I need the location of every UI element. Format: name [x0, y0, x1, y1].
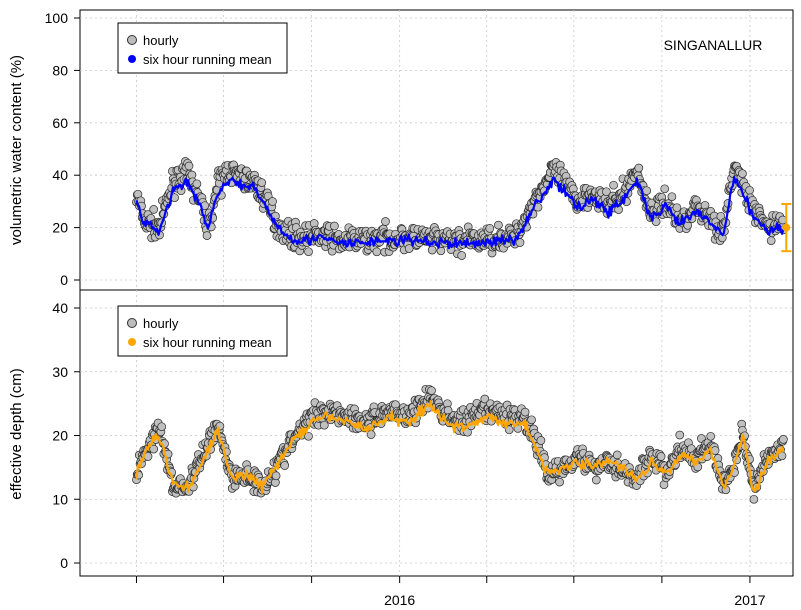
y-tick-label: 100 — [45, 10, 69, 26]
hourly-point — [634, 163, 644, 173]
y-tick-label: 80 — [52, 62, 68, 78]
top-y-axis: 0 20 40 60 80 100 — [45, 10, 80, 288]
hourly-point — [457, 251, 467, 260]
top-legend-mean-marker — [128, 55, 136, 63]
hourly-point — [766, 236, 776, 246]
bottom-grid — [80, 290, 793, 576]
hourly-point — [779, 435, 788, 444]
hourly-point — [667, 192, 677, 202]
hourly-point — [184, 161, 194, 171]
top-legend-mean-label: six hour running mean — [143, 52, 272, 67]
hourly-point — [427, 245, 437, 255]
x-axis: 2016 2017 — [135, 576, 766, 608]
hourly-point — [656, 452, 666, 461]
hourly-point — [257, 178, 267, 187]
hourly-point — [660, 184, 670, 194]
top-running-mean — [135, 175, 785, 250]
hourly-point — [404, 244, 414, 253]
y-tick-label: 0 — [60, 555, 68, 571]
hourly-point — [536, 436, 546, 445]
top-panel: 0 20 40 60 80 100 volumetric water content (%… — [8, 9, 794, 291]
hourly-point — [602, 187, 611, 197]
top-legend-hourly-marker — [127, 35, 137, 45]
hourly-point — [304, 247, 313, 257]
y-tick-label: 10 — [52, 491, 68, 507]
hourly-point — [520, 407, 530, 417]
bottom-y-axis: 0 10 20 30 40 — [52, 300, 80, 571]
bottom-legend-hourly-marker — [127, 318, 137, 328]
hourly-point — [192, 179, 202, 189]
hourly-point — [527, 415, 536, 425]
hourly-point — [591, 475, 601, 485]
hourly-point — [738, 169, 747, 178]
bottom-y-axis-label: effective depth (cm) — [8, 368, 25, 499]
bottom-legend-hourly-label: hourly — [143, 316, 179, 331]
x-tick-label: 2016 — [384, 592, 415, 608]
error-bar-point — [782, 223, 791, 232]
hourly-point — [268, 197, 277, 206]
hourly-point — [427, 386, 436, 395]
running-mean-line — [135, 175, 785, 250]
x-tick-label: 2017 — [734, 592, 765, 608]
site-annotation: SINGANALLUR — [664, 37, 763, 53]
top-legend: hourly six hour running mean — [117, 22, 288, 74]
hourly-point — [381, 217, 390, 226]
hourly-point — [202, 231, 212, 240]
y-tick-label: 20 — [52, 428, 68, 444]
top-legend-box — [117, 22, 288, 74]
hourly-point — [372, 247, 382, 257]
top-error-bar — [781, 203, 792, 253]
hourly-point — [706, 431, 716, 441]
hourly-point — [149, 205, 159, 214]
bottom-legend-mean-marker — [128, 338, 136, 346]
y-tick-label: 40 — [52, 167, 68, 183]
y-tick-label: 40 — [52, 300, 68, 316]
hourly-point — [304, 431, 313, 441]
hourly-point — [271, 471, 281, 481]
y-tick-label: 30 — [52, 364, 68, 380]
hourly-point — [651, 217, 661, 227]
hourly-point — [494, 220, 503, 230]
hourly-point — [745, 185, 754, 195]
hourly-point — [515, 238, 525, 247]
hourly-point — [675, 430, 685, 440]
top-y-axis-label: volumetric water content (%) — [8, 55, 25, 245]
hourly-point — [749, 494, 759, 504]
y-tick-label: 60 — [52, 115, 68, 131]
hourly-point — [157, 422, 167, 432]
top-legend-hourly-label: hourly — [143, 33, 179, 48]
y-tick-label: 20 — [52, 220, 68, 236]
bottom-legend: hourly six hour running mean — [117, 305, 288, 357]
hourly-point — [612, 450, 622, 460]
hourly-point — [149, 444, 159, 454]
hourly-point — [642, 186, 652, 196]
hourly-point — [280, 461, 290, 470]
hourly-point — [672, 203, 682, 213]
y-tick-label: 0 — [60, 272, 68, 288]
hourly-point — [555, 477, 564, 487]
hourly-point — [330, 221, 339, 231]
hourly-point — [609, 180, 618, 190]
hourly-point — [319, 420, 329, 430]
hourly-point — [485, 224, 495, 233]
bottom-panel: 0 10 20 30 40 effective depth (cm) hourly si… — [8, 289, 794, 577]
bottom-legend-mean-label: six hour running mean — [143, 335, 272, 350]
